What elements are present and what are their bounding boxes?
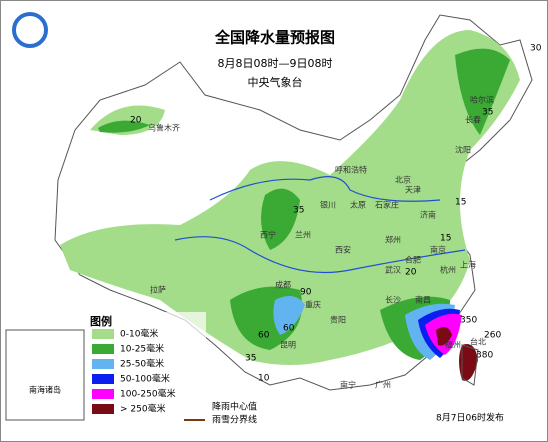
center-value: 35 [293, 206, 304, 216]
legend-label: 50-100毫米 [120, 373, 170, 385]
center-value: 30 [530, 44, 542, 54]
city-label: 兰州 [295, 230, 311, 240]
legend-title: 图例 [90, 314, 112, 328]
issuer: 中央气象台 [248, 75, 303, 89]
city-label: 郑州 [385, 235, 401, 245]
city-label: 南京 [430, 245, 446, 255]
legend-swatch [92, 404, 114, 414]
title: 全国降水量预报图 [214, 29, 335, 47]
river [209, 176, 441, 202]
city-label: 哈尔滨 [470, 95, 494, 105]
city-label: 乌鲁木齐 [148, 123, 180, 133]
center-value: 350 [460, 316, 477, 326]
legend-label: 25-50毫米 [120, 358, 164, 370]
center-value: 35 [245, 354, 256, 364]
city-label: 武汉 [385, 265, 401, 275]
city-label: 杭州 [440, 265, 456, 275]
city-label: 南昌 [415, 295, 431, 305]
inset [5, 329, 85, 421]
city-label: 太原 [350, 200, 366, 210]
center-value: 20 [130, 116, 142, 126]
city-label: 沈阳 [455, 145, 471, 155]
city-label: 长春 [465, 115, 481, 125]
rain-areas [60, 30, 520, 381]
legend-label: > 250毫米 [120, 403, 166, 415]
city-label: 贵阳 [330, 315, 346, 325]
center-value: 60 [283, 324, 295, 334]
period: 8月8日08时—9日08时 [218, 57, 333, 70]
city-label: 济南 [420, 210, 436, 220]
legend-swatch [92, 359, 114, 369]
city-label: 西安 [335, 245, 351, 255]
center-value: 90 [300, 288, 312, 298]
legend-swatch [92, 344, 114, 354]
city-label: 成都 [275, 280, 291, 290]
legend-swatch [92, 329, 114, 339]
center-value: 35 [482, 108, 493, 118]
center-value: 260 [484, 331, 501, 341]
city-label: 重庆 [305, 300, 321, 310]
city-label: 西宁 [260, 230, 276, 240]
legend-label: 10-25毫米 [120, 343, 164, 355]
city-label: 福州 [445, 341, 461, 350]
footer: 8月7日06时发布 [436, 412, 504, 424]
city-label: 石家庄 [375, 200, 399, 210]
city-label: 天津 [405, 185, 421, 195]
taiwan [461, 344, 479, 386]
river [174, 236, 466, 274]
city-label: 昆明 [280, 341, 296, 350]
city-label: 南宁 [340, 380, 356, 390]
legend-swatch [92, 389, 114, 399]
center-value: 15 [455, 198, 466, 208]
legend-label: 0-10毫米 [120, 328, 158, 340]
center-value: 10 [258, 374, 270, 384]
legend-center: 降雨中心值 [212, 401, 257, 413]
center-value: 380 [476, 351, 493, 361]
city-label: 北京 [395, 175, 411, 185]
city-label: 广州 [375, 380, 391, 390]
center-value: 20 [405, 268, 417, 278]
city-label: 合肥 [405, 255, 421, 265]
city-label: 台北 [470, 337, 486, 347]
city-label: 长沙 [385, 295, 401, 305]
legend-swatch [92, 374, 114, 384]
city-label: 上海 [460, 260, 476, 270]
legend-label: 100-250毫米 [120, 388, 176, 400]
center-value: 15 [440, 234, 451, 244]
legend-boundary: 雨雪分界线 [212, 414, 257, 426]
logo [12, 12, 48, 48]
inset-label: 南海诸岛 [29, 385, 61, 395]
city-label: 拉萨 [150, 285, 166, 295]
center-value: 60 [258, 331, 270, 341]
city-label: 呼和浩特 [335, 165, 367, 175]
city-label: 银川 [320, 200, 336, 210]
